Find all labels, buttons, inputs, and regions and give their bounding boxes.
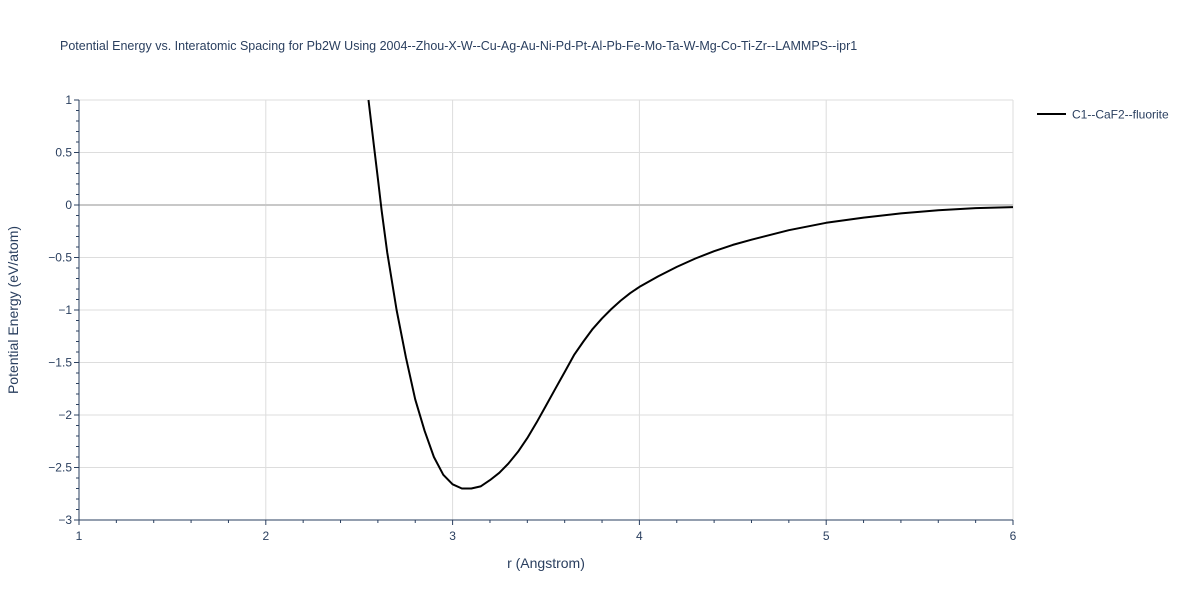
y-tick-label: −0.5 (48, 251, 72, 265)
x-tick-label: 4 (636, 529, 643, 543)
legend[interactable]: C1--CaF2--fluorite (1037, 108, 1169, 122)
x-tick-label: 1 (76, 529, 83, 543)
y-tick-label: 1 (65, 93, 72, 107)
chart-title: Potential Energy vs. Interatomic Spacing… (60, 39, 857, 53)
y-tick-label: −2 (58, 408, 72, 422)
x-axis-title: r (Angstrom) (507, 555, 585, 571)
series-layer (367, 99, 1014, 490)
x-tick-label: 3 (449, 529, 456, 543)
x-tick-label: 6 (1010, 529, 1017, 543)
y-tick-label: −2.5 (48, 461, 72, 475)
y-tick-label: −1.5 (48, 356, 72, 370)
y-tick-label: −1 (58, 303, 72, 317)
grid (78, 99, 1014, 521)
x-tick-label: 5 (823, 529, 830, 543)
y-tick-label: −3 (58, 513, 72, 527)
y-tick-label: 0.5 (55, 146, 72, 160)
legend-label: C1--CaF2--fluorite (1072, 108, 1169, 122)
y-axis-title: Potential Energy (eV/atom) (5, 226, 21, 394)
x-tick-label: 2 (262, 529, 269, 543)
axes: 1 2 3 4 5 6 −3 −2.5 −2 −1.5 −1 −0.5 0 0.5 1 (48, 93, 1016, 543)
series-line (367, 99, 1014, 490)
y-tick-label: 0 (65, 198, 72, 212)
